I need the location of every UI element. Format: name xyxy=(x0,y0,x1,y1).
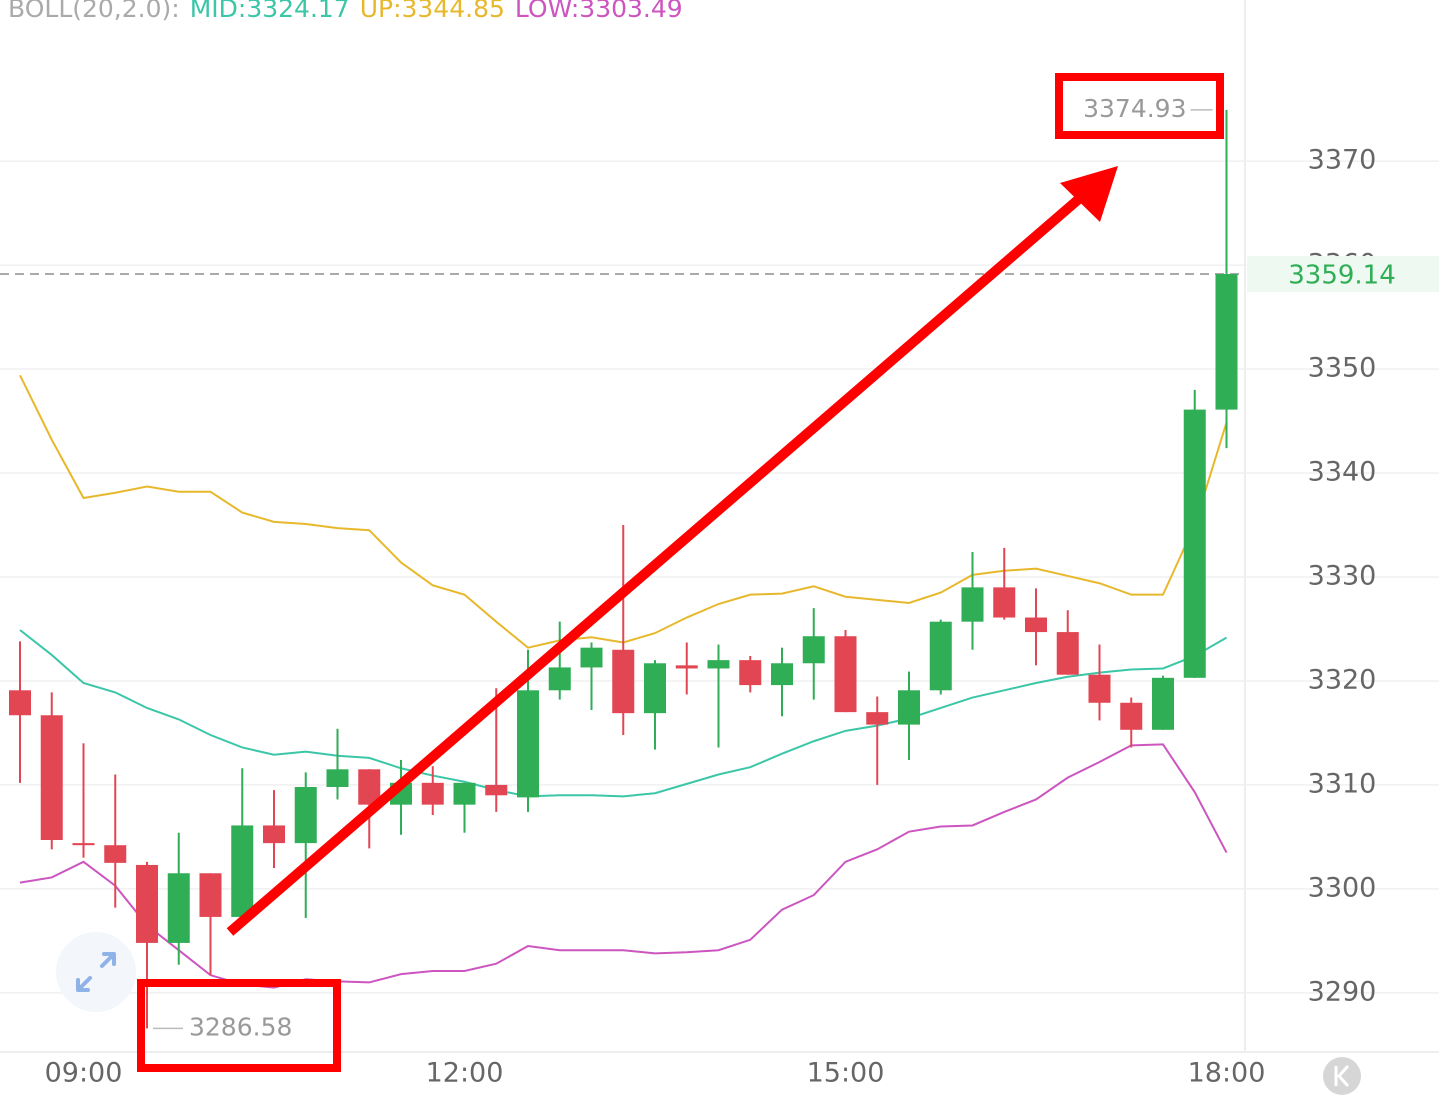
candle-body xyxy=(517,690,539,798)
x-tick-label: 18:00 xyxy=(1188,1058,1266,1089)
legend-entry: MID:3324.17 xyxy=(190,0,350,23)
y-tick-label: 3320 xyxy=(1308,664,1377,695)
highlight-box xyxy=(1055,73,1224,139)
candle-body xyxy=(961,587,984,622)
candle-body xyxy=(1215,274,1238,410)
candle-body xyxy=(834,636,857,713)
candle-body xyxy=(72,843,95,846)
legend-entry: LOW:3303.49 xyxy=(515,0,683,23)
y-tick-label: 3300 xyxy=(1308,872,1377,903)
candle-body xyxy=(1120,702,1143,730)
candle-body xyxy=(929,621,952,691)
x-tick-label: 15:00 xyxy=(807,1058,885,1089)
candle-body xyxy=(485,784,508,796)
candle-body xyxy=(993,587,1016,618)
candle-body xyxy=(707,660,730,669)
candle-body xyxy=(40,715,63,840)
x-tick-label: 12:00 xyxy=(426,1058,504,1089)
candle-body xyxy=(771,663,793,686)
last-price-bg xyxy=(1247,256,1439,293)
candle-body xyxy=(231,825,254,917)
arrow-head xyxy=(1060,166,1118,222)
legend-entry: UP:3344.85 xyxy=(360,0,505,23)
k-line-button[interactable] xyxy=(1323,1057,1361,1095)
candle-body xyxy=(866,712,889,725)
candle-body xyxy=(263,825,285,844)
y-tick-label: 3350 xyxy=(1308,353,1377,384)
candle-body xyxy=(898,690,920,725)
highlight-box xyxy=(137,979,341,1072)
band-line xyxy=(19,743,1228,989)
candle-body xyxy=(644,663,666,714)
candle-body xyxy=(1056,632,1079,675)
candle-body xyxy=(294,786,317,844)
y-tick-label: 3340 xyxy=(1308,457,1377,488)
candle-body xyxy=(421,782,444,805)
y-tick-label: 3370 xyxy=(1308,145,1377,176)
candle-body xyxy=(739,660,762,686)
candle-body xyxy=(802,636,825,664)
min-marker-label: 3286.58 xyxy=(189,1012,292,1041)
candle-body xyxy=(9,690,31,716)
max-marker-label: 3374.93 xyxy=(1083,94,1186,123)
candle-body xyxy=(580,647,603,668)
candle-body xyxy=(548,667,571,691)
candle-body xyxy=(675,665,698,669)
band-line xyxy=(19,629,1228,798)
candles xyxy=(9,109,1238,1029)
candle-body xyxy=(1088,674,1111,703)
x-tick-label: 09:00 xyxy=(45,1058,123,1089)
candle-body xyxy=(326,769,349,787)
candle-body xyxy=(1025,617,1047,633)
expand-icon[interactable] xyxy=(56,932,136,1012)
indicator-label: BOLL(20,2.0): xyxy=(8,0,180,23)
candle-body xyxy=(612,649,635,714)
candle-body xyxy=(453,782,476,805)
y-tick-label: 3310 xyxy=(1308,768,1377,799)
candle-body xyxy=(358,769,381,805)
candle-body xyxy=(136,864,158,943)
y-tick-label: 3330 xyxy=(1308,560,1377,591)
y-tick-label: 3290 xyxy=(1308,976,1377,1007)
candle-body xyxy=(104,845,127,863)
arrow-shaft xyxy=(226,194,1084,936)
candle-body xyxy=(1183,409,1206,678)
candle-body xyxy=(167,873,190,943)
last-price-label: 3359.14 xyxy=(1288,261,1396,291)
candle-body xyxy=(199,873,222,917)
legend: BOLL(20,2.0): MID:3324.17 UP:3344.85 LOW:33… xyxy=(8,0,683,23)
labels: BOLL(20,2.0): MID:3324.17 UP:3344.85 LOW:33… xyxy=(8,0,1439,1089)
candle-body xyxy=(1152,677,1174,730)
